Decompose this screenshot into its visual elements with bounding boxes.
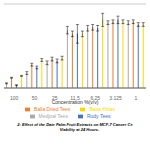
svg-text:50: 50 bbox=[32, 95, 38, 101]
svg-text:100: 100 bbox=[10, 95, 19, 101]
svg-text:Concentration %(v/v): Concentration %(v/v) bbox=[52, 99, 99, 105]
html-text:Rudy Tees: Rudy Tees bbox=[86, 113, 111, 119]
html-text:Balla Dried Tees: Balla Dried Tees bbox=[34, 106, 71, 112]
svg-text:6.25: 6.25 bbox=[90, 94, 101, 101]
svg-text:3.125: 3.125 bbox=[109, 95, 122, 101]
html-text:2: Effect of the Date Palm Fru: 2: Effect of the Date Palm Fruit Extract… bbox=[17, 122, 133, 127]
svg-text:1: 1 bbox=[134, 95, 137, 101]
svg-text:11.5: 11.5 bbox=[70, 94, 80, 101]
html-text:Batta Khlas: Batta Khlas bbox=[89, 106, 115, 112]
svg-text:25: 25 bbox=[51, 94, 58, 101]
html-text:Viability at 24 Hours.: Viability at 24 Hours. bbox=[51, 127, 99, 132]
html-text:Medjoal Tees: Medjoal Tees bbox=[38, 113, 68, 119]
